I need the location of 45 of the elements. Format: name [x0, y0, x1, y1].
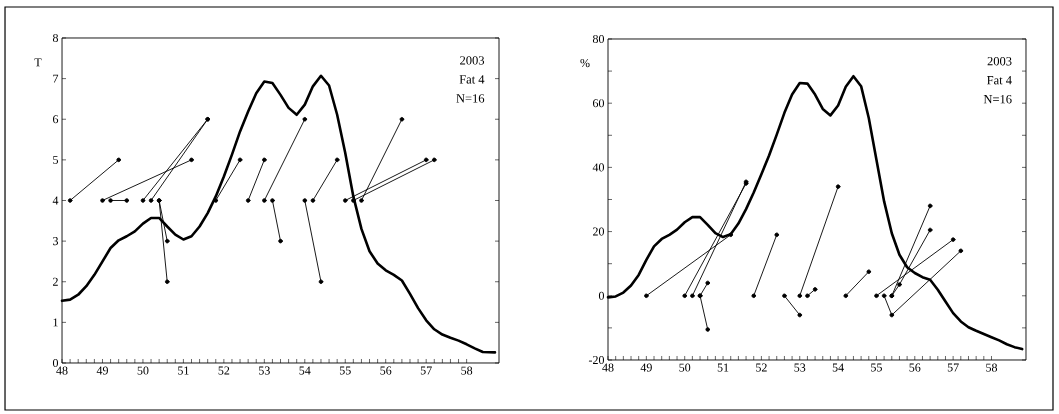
- x-tick-label: 58: [986, 363, 998, 372]
- y-tick-label: 0: [52, 358, 59, 368]
- x-tick-label: 50: [137, 366, 149, 375]
- y-tick-label: 2: [53, 277, 58, 286]
- y-tick-label: 6: [53, 115, 59, 124]
- x-tick-label: 57: [947, 363, 959, 372]
- y-tick-label: 0: [598, 291, 605, 300]
- x-tick-label: 56: [380, 366, 392, 375]
- annotation: N=16: [456, 94, 485, 103]
- x-tick-label: 56: [909, 363, 921, 372]
- x-tick-label: 57: [420, 366, 432, 375]
- x-tick-label: 52: [218, 366, 230, 375]
- y-tick-label: 5: [53, 155, 59, 164]
- annotation: Fat 4: [459, 75, 485, 84]
- x-tick-label: 53: [259, 366, 270, 375]
- y-tick-label: 3: [53, 237, 59, 246]
- x-tick-label: 54: [832, 363, 844, 372]
- x-tick-label: 55: [871, 363, 882, 372]
- annotation: Fat 4: [987, 76, 1012, 85]
- annotation: 2003: [987, 56, 1012, 66]
- x-tick-label: 49: [96, 366, 108, 375]
- x-tick-label: 54: [299, 366, 311, 375]
- x-tick-label: 51: [717, 363, 729, 372]
- y-tick-label: 4: [52, 196, 59, 205]
- y-axis-title: T: [34, 58, 42, 67]
- y-tick-label: 40: [592, 163, 605, 172]
- annotation: N=16: [983, 95, 1012, 104]
- y-tick-label: 8: [52, 33, 59, 43]
- x-tick-label: 52: [756, 363, 767, 372]
- y-tick-label: 1: [53, 318, 58, 327]
- y-tick-label: 80: [592, 34, 605, 44]
- x-tick-label: 48: [56, 366, 68, 375]
- y-tick-label: 7: [53, 74, 59, 83]
- x-tick-label: 51: [178, 366, 189, 375]
- x-tick-label: 55: [339, 366, 351, 375]
- x-tick-label: 50: [679, 363, 691, 372]
- y-tick-label: 20: [593, 227, 605, 236]
- x-tick-label: 53: [794, 363, 806, 372]
- y-axis-title: %: [580, 58, 590, 68]
- x-tick-label: 48: [602, 363, 614, 372]
- x-tick-label: 49: [640, 363, 652, 372]
- y-tick-label: 60: [592, 99, 605, 108]
- y-tick-label: -20: [588, 355, 605, 365]
- x-tick-label: 58: [461, 366, 473, 375]
- annotation: 2003: [460, 56, 485, 65]
